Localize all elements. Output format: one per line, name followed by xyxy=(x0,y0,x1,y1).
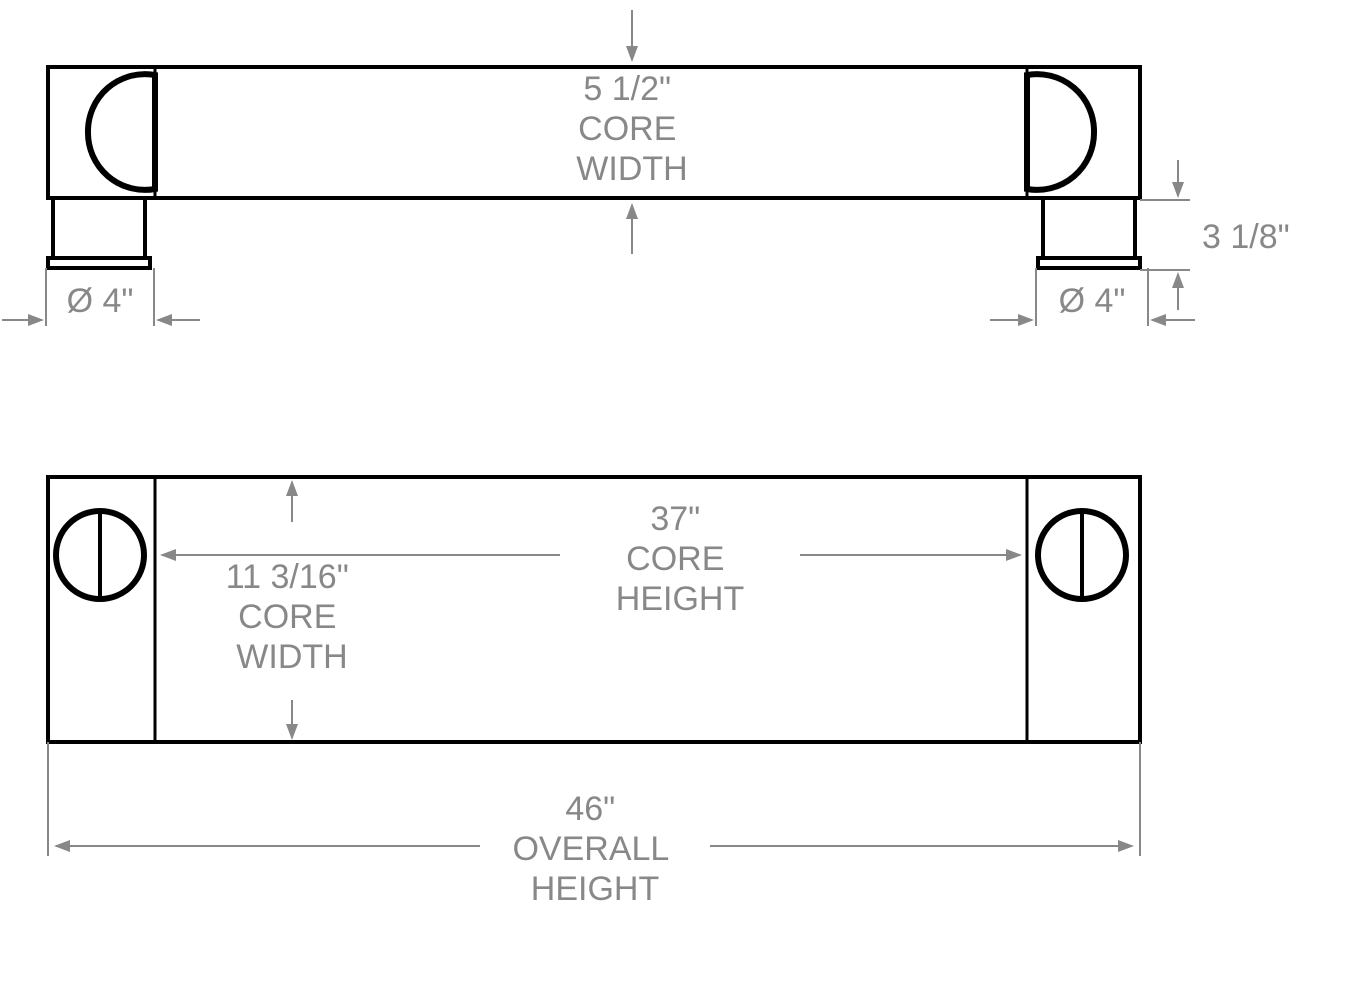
svg-text:5 1/2" CORE WI: 5 1/2" CORE WIDTH xyxy=(576,70,687,188)
dim-port-height-value: 3 1/8" xyxy=(1202,218,1290,256)
dim-port-height: 3 1/8" xyxy=(1140,160,1290,310)
dim-overall-height-l1: OVERALL xyxy=(512,830,668,868)
dim-core-height-l1: CORE xyxy=(626,540,724,578)
top-left-d-shape xyxy=(88,74,155,190)
bottom-outer-rect xyxy=(48,477,1140,742)
dim-overall-height-l2: HEIGHT xyxy=(531,870,659,908)
dim-top-core-width-l2: WIDTH xyxy=(576,150,687,188)
dim-top-core-width-l1: CORE xyxy=(578,110,676,148)
top-right-port xyxy=(1038,198,1140,268)
svg-text:37" CORE HEIGH: 37" CORE HEIGHT xyxy=(616,500,744,618)
dim-bottom-core-width-l1: CORE xyxy=(238,598,336,636)
dim-bottom-core-width-value: 11 3/16" xyxy=(226,558,349,596)
dim-top-core-width: 5 1/2" CORE WIDTH xyxy=(576,10,687,254)
dim-overall-height: 46" OVERALL HEIGHT xyxy=(48,742,1140,908)
svg-text:11 3/16" CORE: 11 3/16" CORE WIDTH xyxy=(226,558,358,676)
dim-core-height-l2: HEIGHT xyxy=(616,580,744,618)
dim-top-core-width-value: 5 1/2" xyxy=(583,70,671,108)
engineering-drawing: 5 1/2" CORE WIDTH Ø 4" Ø 4" xyxy=(0,0,1349,990)
top-left-port xyxy=(48,198,150,268)
dim-left-diameter: Ø 4" xyxy=(2,268,200,326)
top-right-d-shape xyxy=(1027,74,1094,190)
dim-right-diameter: Ø 4" xyxy=(990,268,1195,326)
bottom-view: 11 3/16" CORE WIDTH 37" CORE HEIGHT 46" … xyxy=(48,477,1140,908)
bottom-right-port-circle xyxy=(1038,511,1126,599)
top-view: 5 1/2" CORE WIDTH Ø 4" Ø 4" xyxy=(2,10,1290,326)
dim-right-dia-value: Ø 4" xyxy=(1059,282,1126,320)
dim-overall-height-value: 46" xyxy=(565,790,615,828)
svg-text:46" OVERALL HE: 46" OVERALL HEIGHT xyxy=(512,790,677,908)
dim-core-height-value: 37" xyxy=(650,500,700,538)
dim-bottom-core-width: 11 3/16" CORE WIDTH xyxy=(226,482,358,738)
dim-left-dia-value: Ø 4" xyxy=(67,282,134,320)
bottom-left-port-circle xyxy=(56,511,144,599)
dim-bottom-core-width-l2: WIDTH xyxy=(236,638,347,676)
